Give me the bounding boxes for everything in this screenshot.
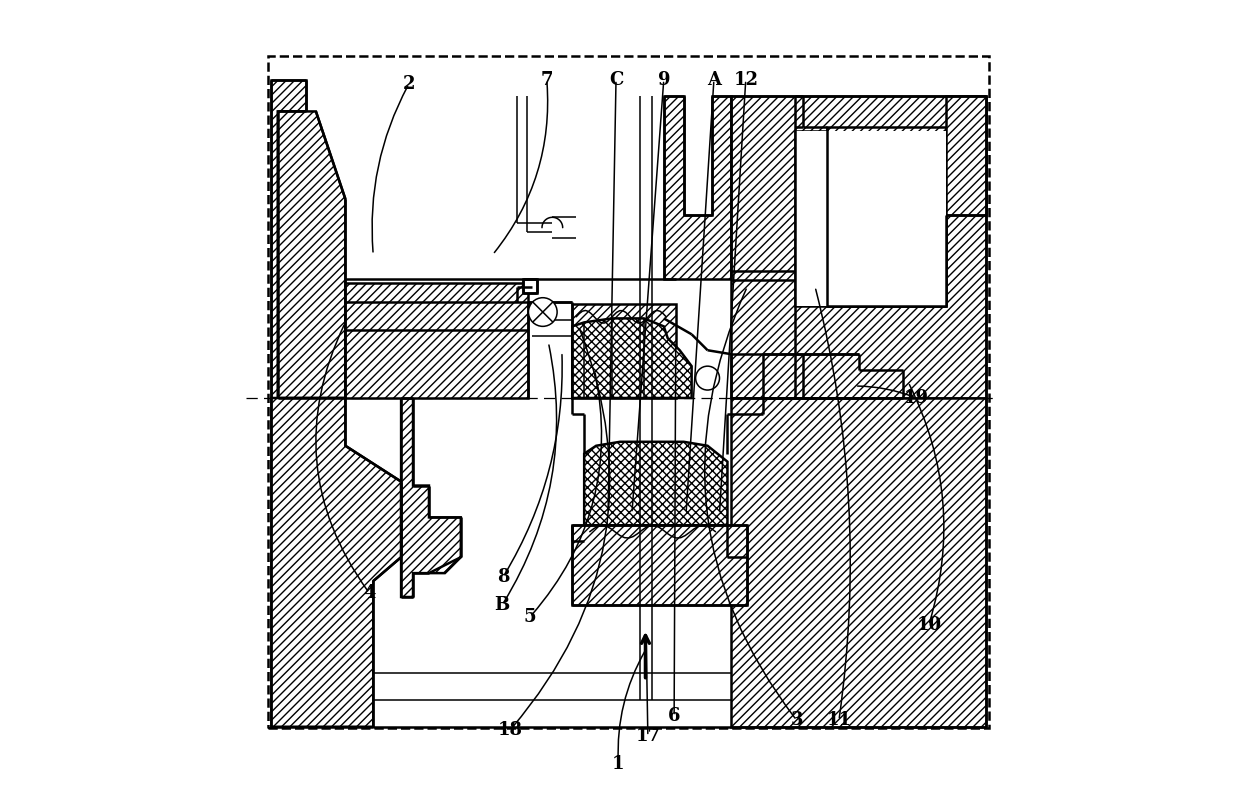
Text: 2: 2 — [403, 75, 415, 92]
Text: 12: 12 — [733, 71, 759, 88]
Text: 18: 18 — [497, 721, 522, 739]
Polygon shape — [278, 111, 346, 398]
Circle shape — [696, 366, 719, 390]
Text: 9: 9 — [657, 71, 670, 88]
Polygon shape — [401, 398, 461, 597]
Polygon shape — [946, 96, 986, 215]
Polygon shape — [663, 96, 732, 279]
Polygon shape — [572, 318, 692, 398]
Text: 5: 5 — [523, 608, 537, 626]
Text: 3: 3 — [790, 712, 804, 729]
Text: A: A — [707, 71, 720, 88]
Text: 19: 19 — [904, 389, 929, 407]
Polygon shape — [732, 398, 986, 727]
Bar — [795, 131, 946, 306]
Text: 10: 10 — [916, 616, 941, 634]
Polygon shape — [732, 96, 986, 398]
Text: B: B — [495, 596, 510, 614]
Bar — [268, 56, 988, 728]
Text: 17: 17 — [635, 728, 661, 745]
Text: C: C — [609, 71, 624, 88]
Text: 7: 7 — [541, 71, 553, 88]
Text: 4: 4 — [363, 584, 376, 602]
Polygon shape — [272, 80, 305, 398]
Circle shape — [528, 298, 557, 326]
Polygon shape — [827, 127, 946, 306]
Bar — [795, 131, 946, 306]
Text: 11: 11 — [826, 712, 852, 729]
Polygon shape — [572, 304, 676, 398]
Text: 8: 8 — [497, 568, 510, 586]
Polygon shape — [572, 525, 748, 605]
Polygon shape — [272, 398, 401, 727]
Polygon shape — [584, 442, 728, 525]
Text: 1: 1 — [613, 755, 625, 773]
Text: 6: 6 — [668, 708, 681, 725]
Bar — [523, 279, 537, 293]
Polygon shape — [346, 283, 528, 398]
